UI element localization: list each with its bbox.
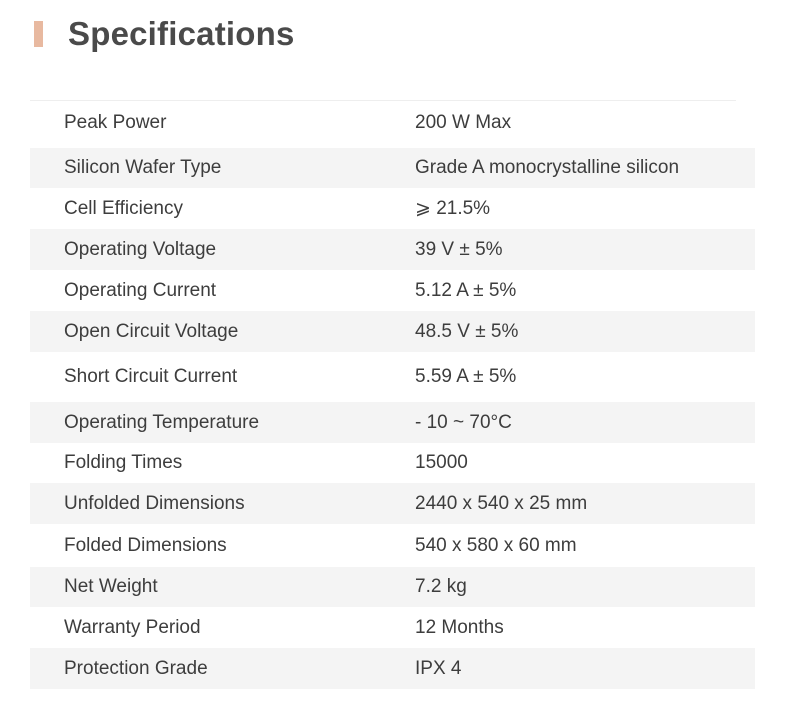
spec-label: Silicon Wafer Type	[64, 157, 222, 178]
spec-value: 2440 x 540 x 25 mm	[415, 492, 588, 514]
spec-value: 39 V ± 5%	[415, 238, 503, 260]
spec-row-cell-efficiency: Cell Efficiency ⩾ 21.5%	[30, 188, 755, 229]
spec-label: Warranty Period	[64, 616, 201, 638]
spec-label: Short Circuit Current	[64, 365, 238, 387]
spec-label: Folding Times	[64, 452, 183, 473]
spec-row-silicon-wafer-type: Silicon Wafer Type Grade A monocrystalli…	[30, 148, 755, 188]
spec-row-short-circuit-current: Short Circuit Current 5.59 A ± 5%	[30, 352, 755, 401]
spec-label: Peak Power	[64, 112, 167, 133]
spec-label: Folded Dimensions	[64, 534, 227, 556]
spec-row-folding-times: Folding Times 15000	[30, 443, 755, 483]
heading-accent-bar	[34, 21, 43, 47]
spec-table: Peak Power 200 W Max Silicon Wafer Type …	[30, 101, 755, 689]
page-title: Specifications	[68, 15, 295, 52]
spec-row-net-weight: Net Weight 7.2 kg	[30, 567, 755, 607]
spec-value: IPX 4	[415, 657, 462, 679]
spec-row-operating-temperature: Operating Temperature - 10 ~ 70°C	[30, 402, 755, 443]
spec-value: 540 x 580 x 60 mm	[415, 534, 577, 556]
spec-value: 12 Months	[415, 616, 504, 638]
spec-label: Operating Temperature	[64, 411, 260, 433]
spec-value: 5.59 A ± 5%	[415, 365, 517, 387]
spec-value: 7.2 kg	[415, 576, 467, 597]
spec-value: - 10 ~ 70°C	[415, 411, 512, 433]
spec-label: Open Circuit Voltage	[64, 320, 239, 342]
spec-label: Net Weight	[64, 576, 158, 597]
spec-row-folded-dimensions: Folded Dimensions 540 x 580 x 60 mm	[30, 524, 755, 567]
spec-value: 48.5 V ± 5%	[415, 320, 519, 342]
spec-label: Protection Grade	[64, 657, 208, 679]
spec-row-open-circuit-voltage: Open Circuit Voltage 48.5 V ± 5%	[30, 311, 755, 352]
table-top-divider	[30, 100, 736, 101]
spec-row-warranty-period: Warranty Period 12 Months	[30, 607, 755, 648]
section-heading: Specifications	[34, 15, 295, 52]
spec-row-operating-voltage: Operating Voltage 39 V ± 5%	[30, 229, 755, 270]
spec-row-unfolded-dimensions: Unfolded Dimensions 2440 x 540 x 25 mm	[30, 483, 755, 524]
spec-label: Cell Efficiency	[64, 197, 183, 219]
spec-row-operating-current: Operating Current 5.12 A ± 5%	[30, 270, 755, 311]
spec-value: Grade A monocrystalline silicon	[415, 157, 680, 178]
spec-value: 15000	[415, 452, 468, 473]
spec-row-protection-grade: Protection Grade IPX 4	[30, 648, 755, 689]
spec-row-peak-power: Peak Power 200 W Max	[30, 101, 755, 145]
spec-label: Operating Current	[64, 279, 217, 301]
spec-value: ⩾ 21.5%	[415, 198, 491, 219]
spec-value: 5.12 A ± 5%	[415, 279, 517, 301]
spec-label: Operating Voltage	[64, 238, 217, 260]
spec-label: Unfolded Dimensions	[64, 492, 245, 514]
spec-value: 200 W Max	[415, 112, 512, 133]
